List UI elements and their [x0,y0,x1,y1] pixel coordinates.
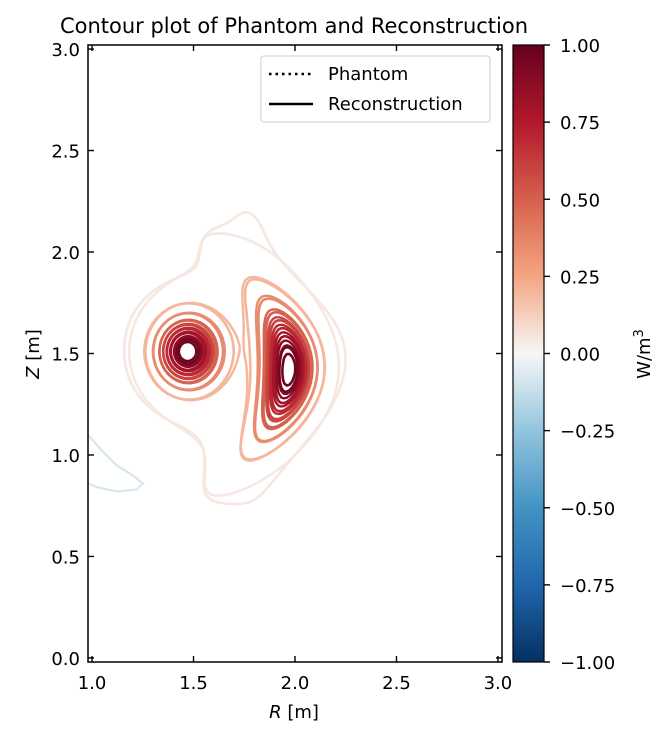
colorbar-label-sup: 3 [632,329,647,337]
chart-title: Contour plot of Phantom and Reconstructi… [60,14,528,38]
contour-lines [88,211,347,506]
colorbar-tick-label: −0.50 [560,499,615,520]
x-axis-label-var: R [269,702,282,723]
phantom-contour [177,340,297,387]
y-tick-label: 1.5 [51,345,80,366]
colorbar [512,44,545,663]
y-axis-label: Z [m] [23,329,44,380]
x-tick-label: 1.5 [179,673,208,694]
x-tick-label: 2.0 [281,673,310,694]
legend-phantom-label: Phantom [328,64,408,85]
y-tick-label: 1.0 [51,446,80,467]
y-tick-label: 2.0 [51,243,80,264]
y-axis-label-unit: [m] [23,329,44,361]
reconstruction-contour [144,275,326,461]
legend-box [260,55,491,123]
colorbar-ticks: 1.00 0.75 0.50 0.25 0.00 −0.25 −0.50 −0.75 −1.00 [544,36,615,674]
y-tick-label: 0.0 [51,649,80,670]
reconstruction-contour [176,338,299,393]
negative-contour [88,433,145,493]
x-tick-label: 2.5 [382,673,411,694]
colorbar-tick-label: 0.50 [560,190,600,211]
colorbar-tick-label: 1.00 [560,36,600,57]
reconstruction-contour [158,308,314,431]
y-tick-label: 2.5 [51,142,80,163]
x-axis-ticks: 1.0 1.5 2.0 2.5 3.0 [78,45,513,694]
colorbar-tick-label: 0.25 [560,267,600,288]
colorbar-tick-label: −0.75 [560,576,615,597]
y-tick-label: 0.5 [51,547,80,568]
colorbar-label-base: W/m [634,337,655,378]
y-axis-ticks: 0.0 0.5 1.0 1.5 2.0 2.5 3.0 [51,40,502,670]
colorbar-tick-label: 0.75 [560,113,600,134]
colorbar-tick-label: −1.00 [560,653,615,674]
y-axis-label-var: Z [23,366,44,380]
reconstruction-contour [127,232,341,497]
reconstruction-contour [161,316,311,423]
colorbar-tick-label: −0.25 [560,422,615,443]
reconstruction-contour [152,294,319,444]
colorbar-label: W/m3 [632,329,655,379]
x-axis-label-unit: [m] [287,702,319,723]
colorbar-tick-label: 0.00 [560,345,600,366]
reconstruction-contour [165,323,308,416]
reconstruction-contour [168,330,305,408]
y-tick-label: 3.0 [51,40,80,61]
legend: Phantom Reconstruction [260,55,491,123]
x-tick-label: 1.0 [78,673,107,694]
reconstruction-contour [172,335,302,400]
x-axis-label: R [m] [269,702,319,723]
legend-reconstruction-label: Reconstruction [328,94,463,115]
x-tick-label: 3.0 [484,673,513,694]
